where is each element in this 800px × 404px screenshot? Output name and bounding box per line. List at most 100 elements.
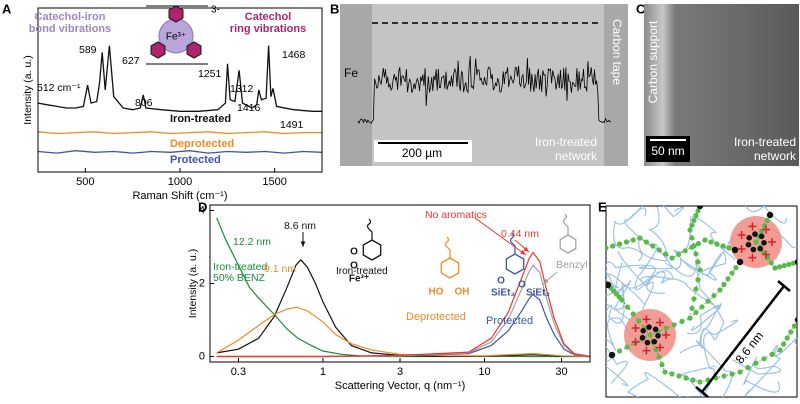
chain-bead (687, 227, 693, 233)
chain-bead (702, 237, 708, 243)
annotation: 0.44 nm (501, 228, 539, 240)
chain-bead (617, 241, 623, 247)
chain-bead (729, 371, 735, 377)
molecule-label: SiEt₃ (491, 288, 515, 299)
iron-dot (746, 235, 752, 241)
crosslink (768, 238, 776, 246)
chain-bead (693, 286, 699, 292)
chain-bead (636, 318, 642, 324)
chain-bead (637, 235, 643, 241)
polymer-strand (606, 273, 646, 306)
chain-bead (663, 251, 669, 257)
catechol (608, 351, 616, 359)
iron-dot (758, 233, 765, 240)
molecule-ring (440, 257, 460, 279)
chain-bead (717, 287, 723, 293)
chain-bead (659, 362, 665, 368)
chain-bead (720, 243, 726, 249)
inset-label: 3- (211, 5, 220, 16)
chain-bead (669, 255, 675, 261)
iron-dot (761, 240, 767, 246)
peak-label: 627 (122, 55, 140, 67)
chain-bead (790, 260, 797, 266)
catechol (766, 211, 774, 219)
region-label: Iron-treated (734, 135, 796, 149)
chain-bead (683, 375, 689, 381)
label-box: Protected (486, 316, 533, 327)
x-tick-label: 1500 (262, 176, 286, 188)
chain-bead (689, 235, 695, 241)
series-line (216, 306, 591, 358)
chain-bead (705, 298, 711, 304)
series-label: Protected (170, 154, 221, 166)
chain-bead (610, 243, 616, 249)
molecule-ring (362, 239, 382, 261)
chain-bead (676, 373, 682, 379)
chain-bead (650, 243, 656, 249)
arrow-head (300, 241, 306, 247)
chain-bead (697, 267, 703, 273)
annotation: 9.1 nm (264, 263, 296, 275)
iron-dot (646, 324, 652, 330)
inset-ring (168, 5, 184, 23)
chain-bead (623, 239, 630, 245)
label-box: Benzyl (556, 260, 588, 271)
catechol (696, 206, 704, 210)
crosslink (662, 331, 670, 339)
scale-bar-label: 50 nm (651, 144, 684, 158)
series-line (37, 45, 322, 112)
chain-bead (768, 260, 774, 266)
polymer-strand (638, 206, 673, 270)
chain-bead (663, 325, 669, 331)
chain-bead (693, 309, 699, 315)
molecule-tail (366, 218, 373, 240)
panel-label: E (598, 199, 607, 214)
peak-label: 512 cm⁻¹ (37, 82, 81, 94)
group-label: bond vibrations (29, 23, 112, 35)
molecule-tail (562, 213, 569, 235)
chain-bead (691, 217, 697, 223)
catechol (606, 281, 612, 289)
series-label: Iron-treated (170, 113, 231, 125)
series-label: Deprotected (170, 138, 234, 150)
edge-label: Carbon tape (610, 19, 624, 85)
peak-label: 589 (79, 44, 97, 56)
chain-bead (689, 305, 695, 311)
crosslink (655, 318, 664, 327)
chain-bead (764, 217, 770, 223)
label-box: No aromatics (425, 210, 487, 221)
chain-bead (733, 265, 739, 271)
x-axis-label: Raman Shift (cm⁻¹) (132, 190, 227, 202)
peak-label: 1491 (280, 119, 304, 131)
chain-bead (788, 329, 794, 335)
crosslink (631, 324, 640, 333)
crosslink (761, 225, 770, 234)
x-tick-label: 3 (397, 366, 403, 378)
region-label: network (754, 149, 797, 163)
chain-bead (676, 251, 682, 257)
panel-label: B (330, 1, 339, 16)
inset-ring (186, 41, 202, 59)
inset-bracket (145, 5, 209, 65)
series-label: Deprotected (406, 312, 466, 323)
polymer-strand (670, 216, 736, 277)
trace-label: Fe (344, 66, 358, 80)
x-tick-label: 1000 (168, 176, 192, 188)
chain-bead (725, 276, 731, 282)
chain-bead (693, 213, 699, 219)
polymer-strand (626, 372, 689, 397)
chain-bead (695, 208, 701, 214)
chain-bead (777, 264, 783, 270)
peak-label: 1251 (198, 68, 222, 80)
chain-bead (699, 304, 705, 310)
catechol (736, 258, 744, 266)
panel-label: D (198, 199, 207, 214)
label-box: Iron-treated 50% BENZ (213, 262, 267, 284)
x-tick-label: 500 (76, 176, 94, 188)
iron-dot (639, 334, 646, 341)
chain-bead (695, 241, 702, 247)
chain-bead (693, 251, 699, 257)
chain-bead (691, 296, 697, 302)
chain-bead (777, 347, 783, 353)
